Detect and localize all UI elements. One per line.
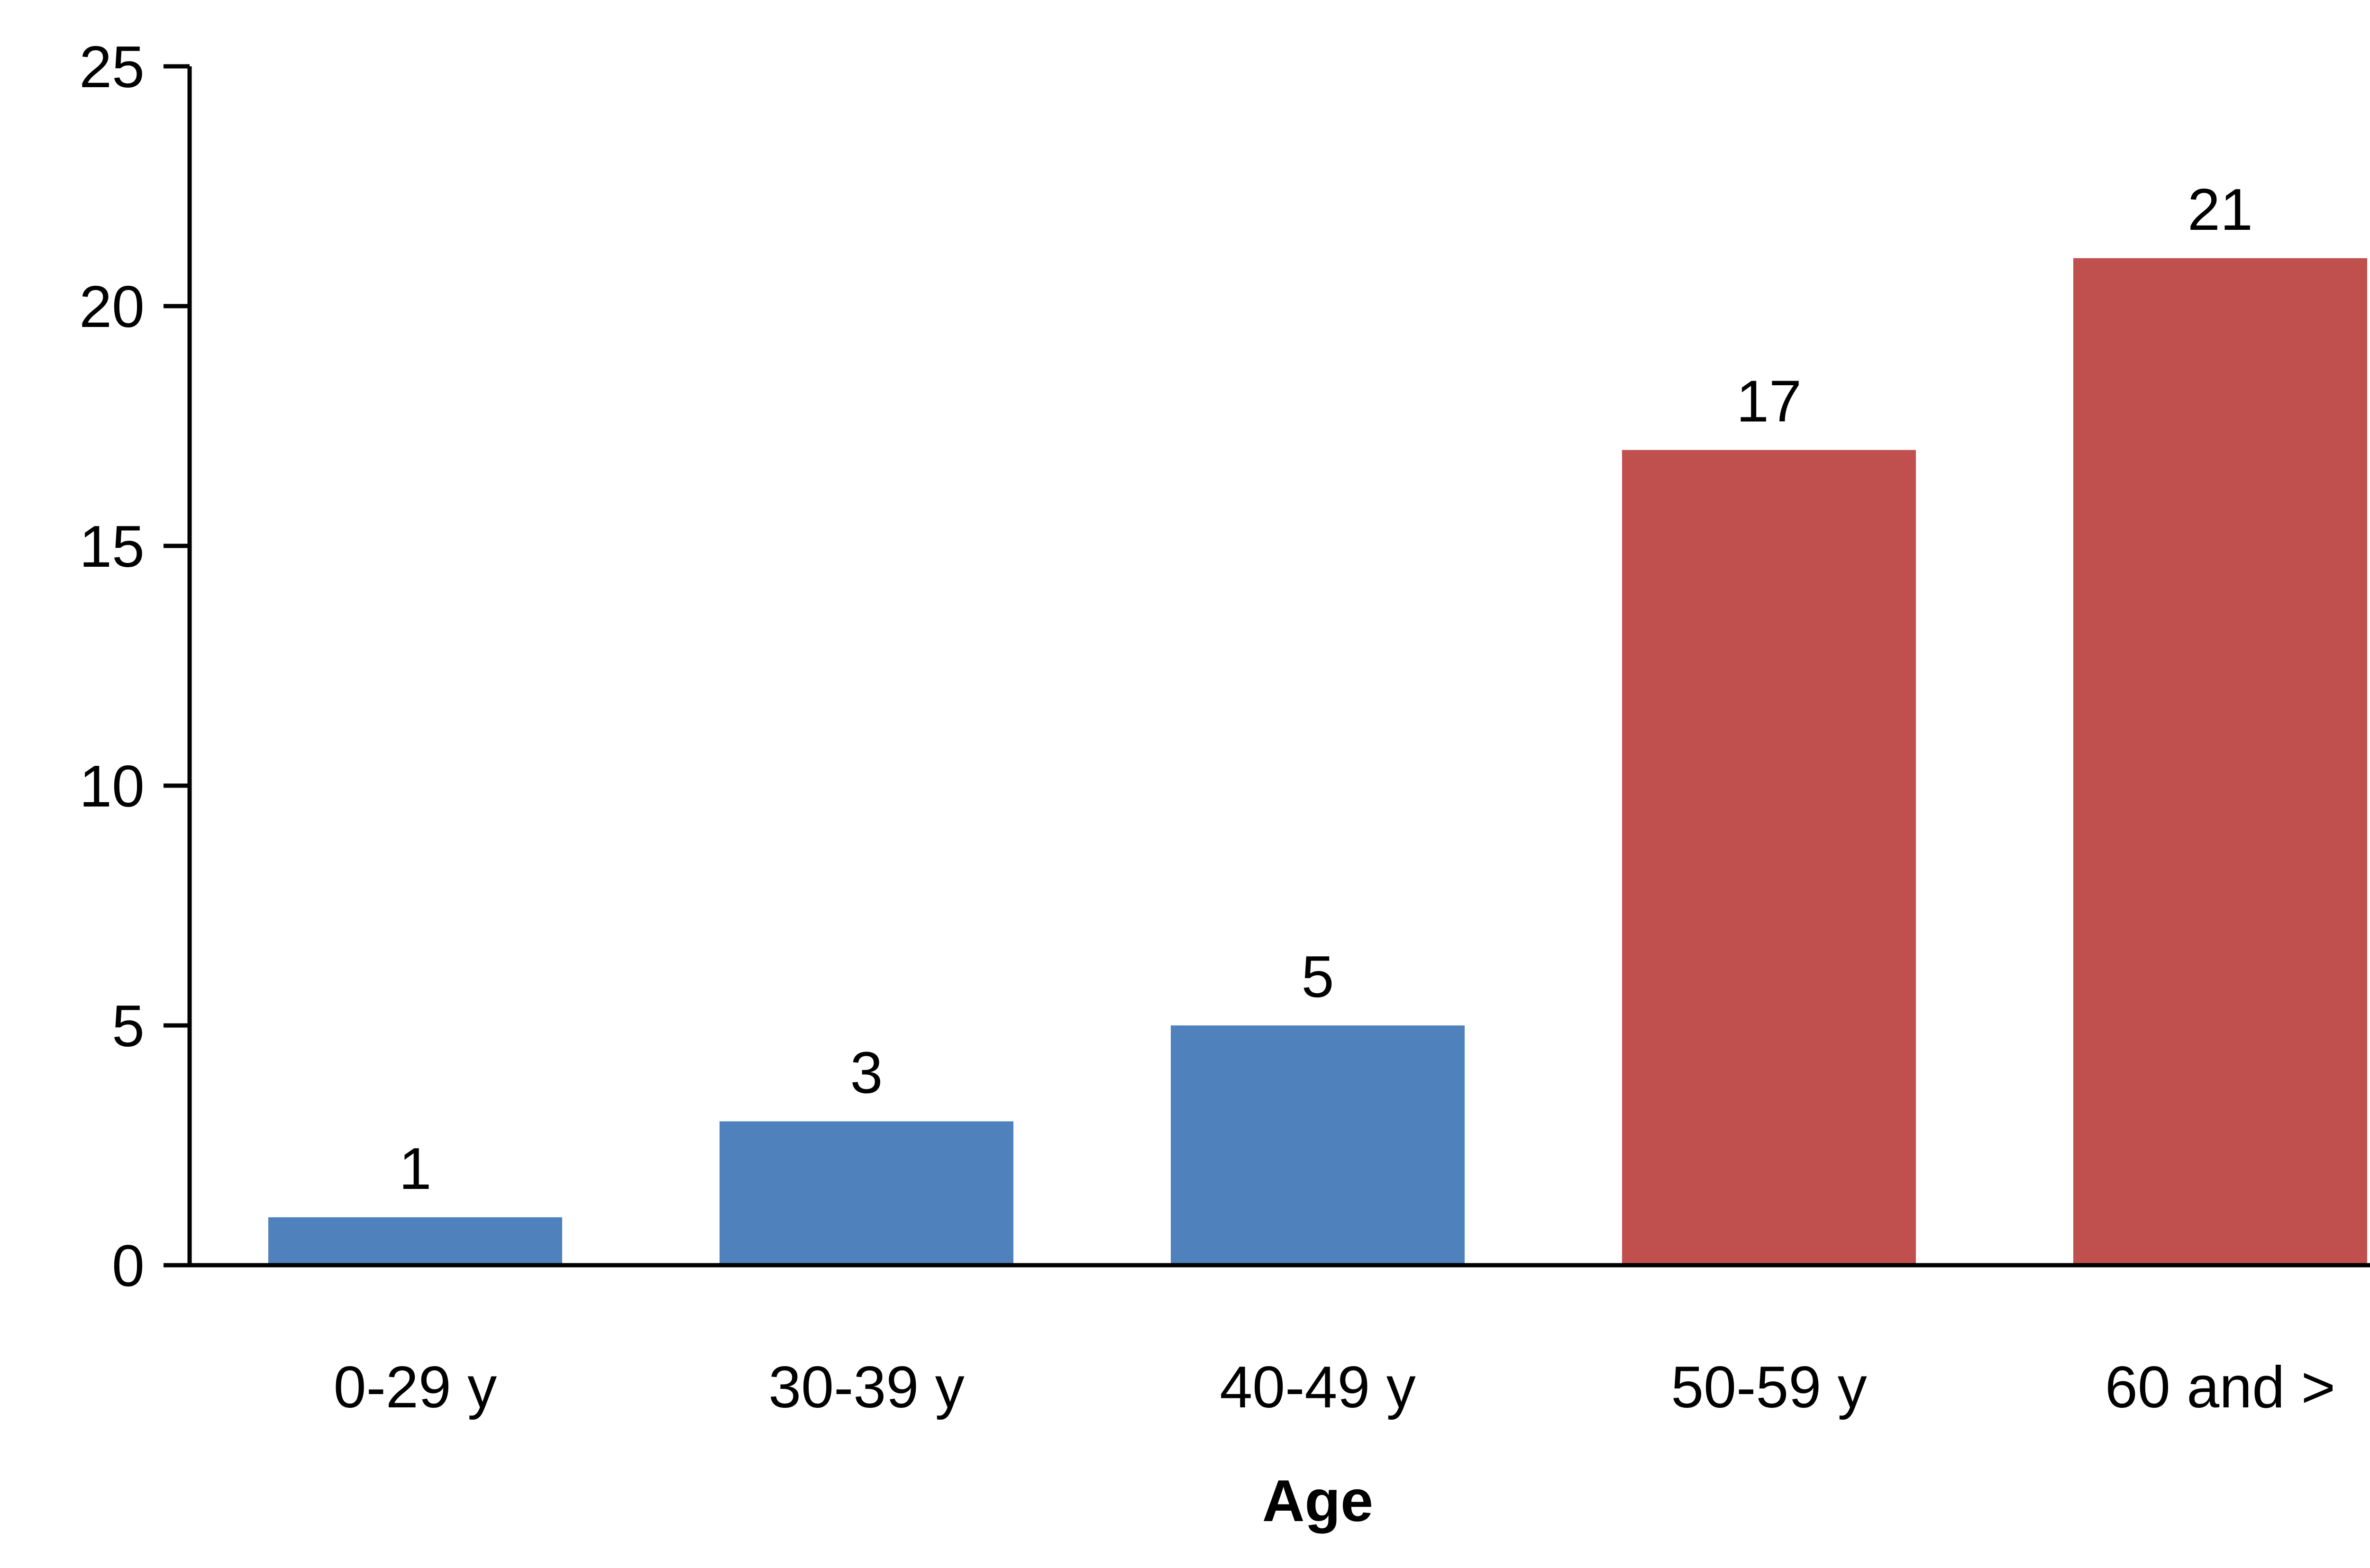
y-tick-label: 20 [79, 274, 145, 340]
value-labels-layer: 1 3 5 17 21 [399, 177, 2253, 1202]
x-tick-label: 50-59 y [1671, 1355, 1867, 1420]
x-tick-label: 60 and > [2105, 1355, 2335, 1420]
y-tick-label: 5 [112, 994, 145, 1059]
data-label: 5 [1302, 944, 1334, 1010]
axes-layer [187, 66, 2370, 1268]
y-tick-label: 0 [112, 1233, 145, 1299]
bar [268, 1217, 562, 1265]
y-tick-label: 15 [79, 514, 145, 580]
bar [2073, 258, 2367, 1265]
data-label: 1 [399, 1136, 432, 1202]
data-label: 3 [850, 1040, 883, 1106]
x-tick-label: 0-29 y [334, 1355, 497, 1420]
bar [720, 1121, 1013, 1265]
y-tick-label: 10 [79, 754, 145, 819]
data-label: 21 [2188, 177, 2253, 243]
x-tick-label: 40-49 y [1220, 1355, 1416, 1420]
x-tick-label: 30-39 y [768, 1355, 965, 1420]
y-tick-label: 25 [79, 35, 145, 100]
bar [1622, 450, 1916, 1265]
y-ticks-layer: 0 5 10 15 20 25 [79, 35, 190, 1299]
x-categories-layer: 0-29 y 30-39 y 40-49 y 50-59 y 60 and > [334, 1355, 2335, 1420]
x-axis-title: Age [1262, 1468, 1373, 1534]
bar [1171, 1025, 1465, 1265]
bars-layer [268, 258, 2367, 1265]
data-label: 17 [1736, 369, 1802, 435]
